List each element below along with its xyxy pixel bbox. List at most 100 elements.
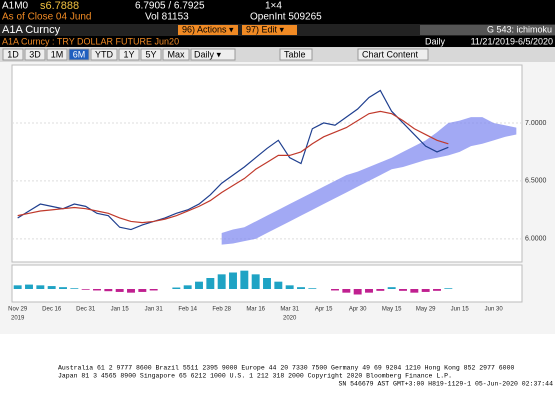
panel-bar <box>93 289 101 291</box>
page-id: G 543: ichimoku <box>487 24 552 34</box>
panel-bar <box>240 270 249 289</box>
panel-bar <box>433 289 441 291</box>
series-line <box>17 110 449 224</box>
panel-bar <box>183 285 192 289</box>
x-tick-label: Jun 30 <box>485 307 504 313</box>
panel-bar <box>127 289 135 293</box>
panel-bar <box>274 281 283 289</box>
bid-ask: 6.7905 / 6.7925 <box>135 1 205 12</box>
date-range: 11/21/2019-6/5/2020 <box>471 36 553 46</box>
x-tick-label: Dec 31 <box>76 307 96 313</box>
x-tick-label: Feb 28 <box>212 307 231 313</box>
x-tick-label: Mar 16 <box>246 307 265 313</box>
range-button[interactable] <box>46 48 68 61</box>
range-label[interactable]: YTD <box>95 49 114 59</box>
panel-bar <box>399 289 407 291</box>
panel-bar <box>444 288 453 289</box>
panel-bar <box>172 287 181 289</box>
x-tick-label: Apr 15 <box>315 307 333 313</box>
panel-bar <box>285 285 294 289</box>
x-tick-label: Nov 29 <box>8 307 28 313</box>
x-tick-label: Apr 30 <box>349 307 367 313</box>
panel-bar <box>353 289 362 295</box>
period-menu-label[interactable]: Daily ▾ <box>194 49 222 59</box>
footer-line: SN 546679 AST GMT+3:00 H819-1129-1 05-Ju… <box>338 381 553 388</box>
panel-bar <box>59 287 67 289</box>
footer-line: Australia 61 2 9777 8600 Brazil 5511 239… <box>58 365 514 372</box>
x-tick-label: Dec 16 <box>42 307 62 313</box>
panel-bar <box>376 289 385 291</box>
panel-bar <box>217 274 226 289</box>
last-price: s6.7888 <box>40 0 79 12</box>
year-label: 2019 <box>11 316 25 322</box>
description: A1A Curncy : TRY DOLLAR FUTURE Jun20 <box>2 36 179 46</box>
series-line <box>17 89 449 231</box>
x-tick-label: Jun 15 <box>451 307 470 313</box>
range-label[interactable]: 1D <box>7 49 19 59</box>
y-tick-label: 6.0000 <box>525 236 547 243</box>
x-tick-label: May 29 <box>416 307 436 313</box>
size: 1×4 <box>265 1 282 12</box>
period-menu[interactable] <box>190 48 236 61</box>
as-of: As of Close 04 Jund <box>2 12 92 23</box>
panel-bar <box>138 289 147 292</box>
actions-label[interactable]: 96) Actions ▾ <box>182 24 234 34</box>
x-tick-label: Jan 15 <box>111 307 130 313</box>
panel-bar <box>206 278 215 289</box>
panel-bar <box>115 289 124 292</box>
panel-bar <box>25 284 33 289</box>
actions-button[interactable] <box>178 25 238 35</box>
range-button[interactable] <box>162 48 190 61</box>
panel-bar <box>365 289 373 293</box>
panel-bar <box>308 288 317 289</box>
x-tick-label: Mar 31 <box>280 307 299 313</box>
panel-bar <box>410 289 419 293</box>
open-interest: OpenInt 509265 <box>250 12 322 23</box>
range-label[interactable]: 3D <box>29 49 41 59</box>
range-button[interactable] <box>118 48 140 61</box>
x-tick-label: May 15 <box>382 307 402 313</box>
x-tick-label: Feb 14 <box>178 307 197 313</box>
panel-bar <box>104 289 113 292</box>
range-label[interactable]: 5Y <box>145 49 156 59</box>
table-button[interactable] <box>279 48 313 61</box>
panel-bar <box>36 285 45 289</box>
range-label[interactable]: 1Y <box>123 49 134 59</box>
panel-bar <box>195 281 203 289</box>
chart-content-label[interactable]: Chart Content <box>362 49 419 59</box>
panel-bar <box>263 278 271 289</box>
x-tick-label: Jan 31 <box>145 307 164 313</box>
panel-bar <box>13 285 22 289</box>
range-label[interactable]: 1M <box>51 49 64 59</box>
security: A1A Curncy <box>2 24 61 36</box>
panel-bar <box>251 274 260 289</box>
panel-bar <box>229 272 237 289</box>
range-button[interactable] <box>140 48 162 61</box>
y-tick-label: 6.5000 <box>525 178 547 185</box>
panel-bar <box>297 287 305 289</box>
range-button[interactable] <box>90 48 118 61</box>
range-label[interactable]: 6M <box>73 49 86 59</box>
panel-bar <box>47 286 56 289</box>
panel-bar <box>81 289 90 290</box>
footer-line: Japan 81 3 4565 8900 Singapore 65 6212 1… <box>58 373 452 380</box>
range-button[interactable] <box>2 48 24 61</box>
y-tick-label: 7.0000 <box>525 120 547 127</box>
panel-bar <box>70 288 79 289</box>
ticker: A1M0 <box>2 1 29 12</box>
chart-content-button[interactable] <box>357 48 429 61</box>
range-label[interactable]: Max <box>167 49 185 59</box>
panel-bar <box>331 289 339 291</box>
period: Daily <box>425 36 446 46</box>
panel-bar <box>342 289 351 293</box>
year-label: 2020 <box>283 316 297 322</box>
edit-button[interactable] <box>242 25 297 35</box>
edit-label[interactable]: 97) Edit ▾ <box>246 24 285 34</box>
range-button[interactable] <box>68 48 90 61</box>
table-label[interactable]: Table <box>284 49 306 59</box>
volume: Vol 81153 <box>145 12 189 23</box>
range-button[interactable] <box>24 48 46 61</box>
panel-bar <box>387 287 396 289</box>
